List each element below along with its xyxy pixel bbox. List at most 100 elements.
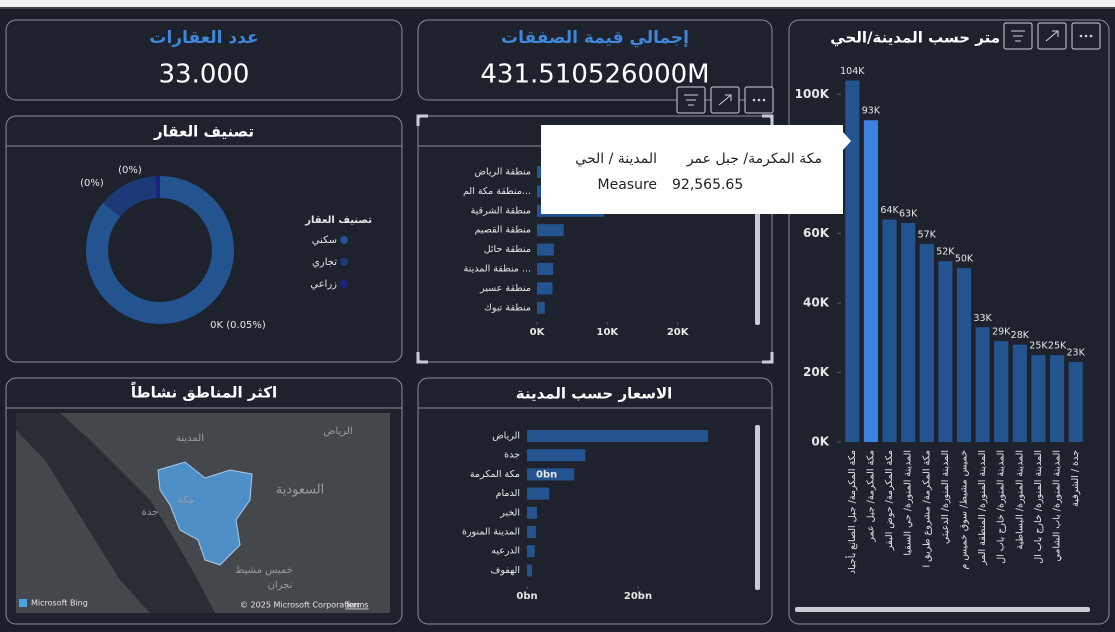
chart-title: متر حسب المدينة/الحي: [830, 29, 1000, 47]
map-region[interactable]: [157, 461, 253, 566]
scrollbar[interactable]: [755, 425, 760, 590]
price-panel: [417, 377, 773, 625]
y-tick-label: منطقة مكة الم...: [463, 186, 531, 197]
y-tick-label: 0K: [811, 435, 829, 449]
data-label: 28K: [1011, 330, 1030, 341]
icon-glyph: [752, 98, 756, 102]
bar[interactable]: [1068, 362, 1083, 442]
bar[interactable]: [527, 449, 586, 462]
data-label: 33K: [973, 313, 992, 324]
tooltip-label: المدينة / الحي: [575, 151, 657, 167]
x-tick-label: مكة المكرمة/ جبل عمر: [865, 450, 876, 543]
icon-glyph: [718, 94, 732, 106]
legend-dot: [340, 280, 348, 288]
legend-dot: [340, 258, 348, 266]
y-tick-label: منطقة الشرقية: [471, 205, 531, 216]
tooltip-value: مكة المكرمة/ جبل عمر: [686, 151, 822, 167]
tooltip-value: 92,565.65: [672, 177, 743, 193]
icon-glyph: [762, 98, 766, 102]
bar[interactable]: [537, 282, 553, 295]
y-tick-label: منطقة عسير: [479, 283, 531, 294]
bing-logo: [19, 599, 27, 607]
bar[interactable]: [994, 341, 1009, 442]
bar[interactable]: [975, 327, 990, 442]
bar[interactable]: [527, 506, 537, 519]
y-tick-label: منطقة القصيم: [475, 225, 531, 236]
y-tick-label: الهفوف: [491, 565, 520, 576]
card-value: 431.510526000M: [480, 60, 709, 90]
bar[interactable]: [537, 263, 554, 275]
map-label: المدينة: [176, 433, 204, 444]
data-label: 25K: [1029, 341, 1048, 352]
y-tick-label: مكة المكرمة: [470, 469, 520, 480]
x-tick-label: 20K: [667, 327, 690, 338]
bar[interactable]: [527, 545, 535, 558]
map-terms[interactable]: Terms: [344, 601, 369, 610]
bar[interactable]: [527, 430, 708, 442]
donut-slice[interactable]: [155, 176, 160, 199]
bar[interactable]: [1012, 344, 1027, 442]
y-tick-label: 60K: [803, 226, 830, 240]
y-tick-label: الدمام: [496, 488, 520, 499]
bar-annotation: 0bn: [536, 469, 557, 480]
chart-title: تصنيف العقار: [153, 123, 254, 141]
x-tick-label: 10K: [596, 327, 619, 338]
donut-slice[interactable]: [102, 176, 157, 217]
icon-glyph: [1089, 34, 1093, 38]
y-tick-label: 20K: [803, 365, 830, 379]
bar[interactable]: [901, 223, 916, 442]
bar[interactable]: [527, 564, 532, 577]
x-tick-label: المدينة المنورة/ حي السقيا: [903, 450, 914, 556]
scrollbar[interactable]: [795, 607, 1090, 612]
tooltip-pointer: [843, 132, 851, 150]
x-tick-label: 0bn: [516, 591, 537, 602]
y-tick-label: 100K: [795, 87, 830, 101]
bar[interactable]: [537, 224, 564, 237]
focus-corner: [762, 352, 774, 364]
y-tick-label: الدرعيه: [491, 546, 520, 557]
data-label: 52K: [936, 247, 955, 258]
bar[interactable]: [527, 487, 550, 500]
bar[interactable]: [845, 80, 860, 442]
icon-glyph: [757, 98, 761, 102]
x-tick-label: 20bn: [624, 591, 652, 602]
data-label: 104K: [840, 66, 865, 77]
icon-glyph: [1084, 34, 1088, 38]
bar[interactable]: [956, 268, 972, 442]
bar[interactable]: [1050, 355, 1065, 442]
top-strip: [0, 0, 1115, 7]
icon-glyph: [1079, 34, 1083, 38]
x-tick-label: المدينة المنورة/ الدعيثي: [940, 450, 951, 544]
bar[interactable]: [863, 120, 878, 442]
data-label: 50K: [955, 254, 974, 265]
y-tick-label: منطقة حائل: [484, 244, 531, 255]
legend-label: سكني: [312, 235, 337, 246]
card-panel: [417, 19, 773, 101]
bar[interactable]: [882, 219, 897, 442]
donut-slice[interactable]: [85, 176, 234, 324]
data-label: 64K: [880, 205, 899, 216]
card-title: عدد العقارات: [149, 28, 258, 48]
y-tick-label: منطقة المدينة ...: [464, 264, 531, 275]
legend-dot: [340, 236, 348, 244]
y-tick-label: المدينة المنورة: [462, 527, 520, 538]
bar[interactable]: [919, 243, 934, 442]
legend-label: زراعي: [310, 279, 337, 290]
bar[interactable]: [527, 526, 536, 538]
x-tick-label: المدينة المنورة/ المنطقة المر: [977, 450, 988, 566]
bar[interactable]: [1031, 355, 1046, 442]
x-tick-label: 0K: [530, 327, 546, 338]
slice-label: 0K (0.05%): [210, 320, 266, 331]
map-copyright: © 2025 Microsoft Corporation: [240, 601, 360, 610]
card-value: 33.000: [159, 60, 250, 90]
bar[interactable]: [527, 468, 575, 481]
data-label: 93K: [862, 106, 881, 117]
bar[interactable]: [537, 243, 554, 256]
x-tick-label: المدينة المنورة/ باب الشامي: [1052, 450, 1063, 562]
data-label: 29K: [992, 327, 1011, 338]
map-sea: [16, 413, 215, 613]
x-tick-label: جدة / الشرفية: [1070, 450, 1081, 507]
icon-glyph: [1045, 30, 1059, 42]
bar[interactable]: [938, 261, 953, 442]
bar[interactable]: [537, 301, 545, 314]
